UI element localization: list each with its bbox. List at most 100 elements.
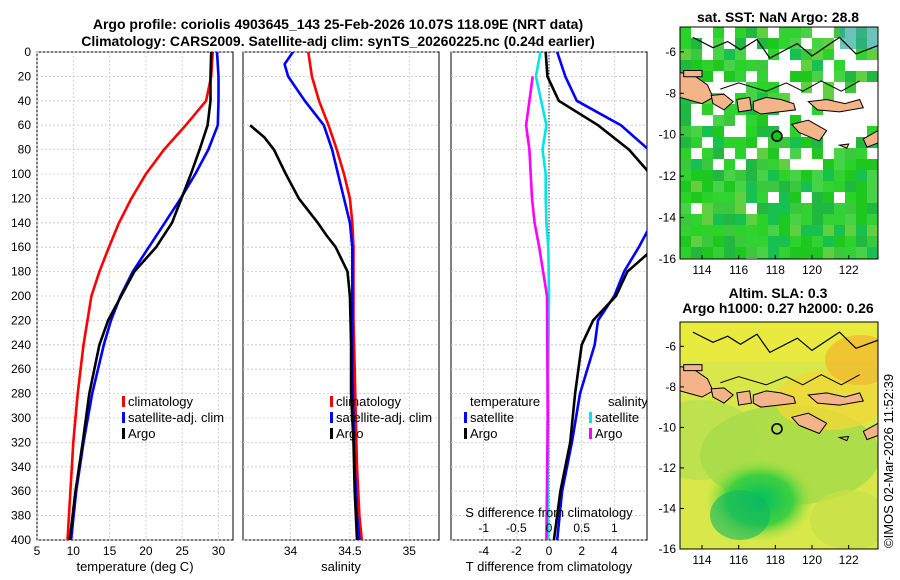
sst-cell [724, 203, 735, 214]
sst-cell [790, 214, 801, 225]
sst-cell [779, 27, 790, 38]
sst-cell [845, 159, 856, 170]
sst-cell [856, 236, 867, 247]
s-tick-label: -0.5 [506, 521, 527, 535]
depth-tick-label: 360 [11, 484, 31, 498]
land-polygon [710, 387, 734, 404]
sst-cell [724, 170, 735, 181]
sst-cell [867, 49, 878, 60]
sst-cell [856, 137, 867, 148]
depth-tick-label: 100 [11, 167, 31, 181]
legend-label-satellite: satellite-adj. clim [336, 410, 432, 425]
sst-cell [735, 38, 746, 49]
series-line-s-argo [524, 76, 549, 540]
sst-cell [790, 137, 801, 148]
sst-cell [768, 203, 779, 214]
sst-cell [757, 170, 768, 181]
sst-cell [702, 71, 713, 82]
sst-cell [801, 214, 812, 225]
sst-cell [867, 258, 878, 259]
sst-cell [680, 115, 691, 126]
difference-legend: temperature salinity satellite Argo sate… [464, 394, 648, 441]
x-tick-label: 10 [67, 544, 81, 558]
legend-swatch-s-satellite [589, 412, 592, 423]
sst-cell [691, 38, 702, 49]
sst-cell [867, 71, 878, 82]
map-lat-tick: -16 [659, 542, 677, 556]
depth-tick-label: 380 [11, 509, 31, 523]
series-line-climatology [66, 52, 214, 540]
map-lon-tick: 118 [766, 553, 785, 567]
sst-cell [856, 214, 867, 225]
sst-cell [823, 93, 834, 104]
sst-cell [779, 203, 790, 214]
land-polygon [752, 96, 797, 115]
sst-cell [735, 247, 746, 258]
land-polygon [790, 412, 828, 435]
depth-tick-label: 180 [11, 265, 31, 279]
sst-cell [757, 60, 768, 71]
sst-cell [823, 82, 834, 93]
sst-cell [823, 49, 834, 60]
sst-cell [834, 203, 845, 214]
sst-cell [702, 203, 713, 214]
legend-label-s-satellite: satellite [595, 410, 639, 425]
sst-cell [856, 49, 867, 60]
sst-cell [834, 214, 845, 225]
sst-cell [757, 159, 768, 170]
sst-cell [724, 137, 735, 148]
profile-curves [66, 52, 647, 540]
imos-credit: ©IMOS 02-Mar-2026 11:52:39 [881, 374, 896, 548]
sst-cell [790, 126, 801, 137]
sst-cell [856, 247, 867, 258]
sst-cell [790, 203, 801, 214]
sst-cell [867, 247, 878, 258]
sst-cell [812, 49, 823, 60]
map-lat-tick: -14 [659, 501, 677, 515]
sst-cell [801, 71, 812, 82]
depth-tick-label: 140 [11, 216, 31, 230]
sst-cell [724, 225, 735, 236]
sst-cell [735, 27, 746, 38]
sst-cell [768, 148, 779, 159]
s-tick-label: 0 [546, 521, 553, 535]
sst-cell [746, 225, 757, 236]
sst-cell [845, 203, 856, 214]
sst-cell [867, 181, 878, 192]
sst-cell [757, 181, 768, 192]
sst-cell [735, 236, 746, 247]
legend-swatch-t-satellite [464, 412, 467, 423]
sst-cell [746, 137, 757, 148]
sst-cell [834, 60, 845, 71]
sst-cell [757, 236, 768, 247]
contour-line [692, 36, 878, 59]
s-tick-label: 1 [611, 521, 618, 535]
x-tick-label: 15 [103, 544, 117, 558]
land-polygon [683, 70, 703, 78]
sst-cell [746, 214, 757, 225]
sst-cell [823, 203, 834, 214]
sst-cell [768, 236, 779, 247]
temperature-legend: climatology satellite-adj. clim Argo [122, 394, 224, 441]
sst-cell [713, 225, 724, 236]
map-lat-tick: -6 [665, 339, 676, 353]
figure-title-line1: Argo profile: coriolis 4903645_143 25-Fe… [93, 16, 583, 32]
legend-label-satellite: satellite-adj. clim [128, 410, 224, 425]
sst-cell [856, 225, 867, 236]
sst-cell [691, 49, 702, 60]
x-tick-label: 35 [403, 544, 417, 558]
sst-cell [757, 82, 768, 93]
sst-cell [713, 247, 724, 258]
sst-cell [680, 159, 691, 170]
sst-cell [713, 192, 724, 203]
sst-cell [790, 38, 801, 49]
sst-cell [680, 170, 691, 181]
sst-map-title: sat. SST: NaN Argo: 28.8 [697, 9, 859, 25]
sst-cell [845, 71, 856, 82]
legend-label-climatology: climatology [336, 394, 402, 409]
sst-cell [702, 214, 713, 225]
sst-cell [790, 236, 801, 247]
sst-cell [724, 247, 735, 258]
depth-tick-label: 60 [18, 118, 32, 132]
sst-cell [779, 137, 790, 148]
